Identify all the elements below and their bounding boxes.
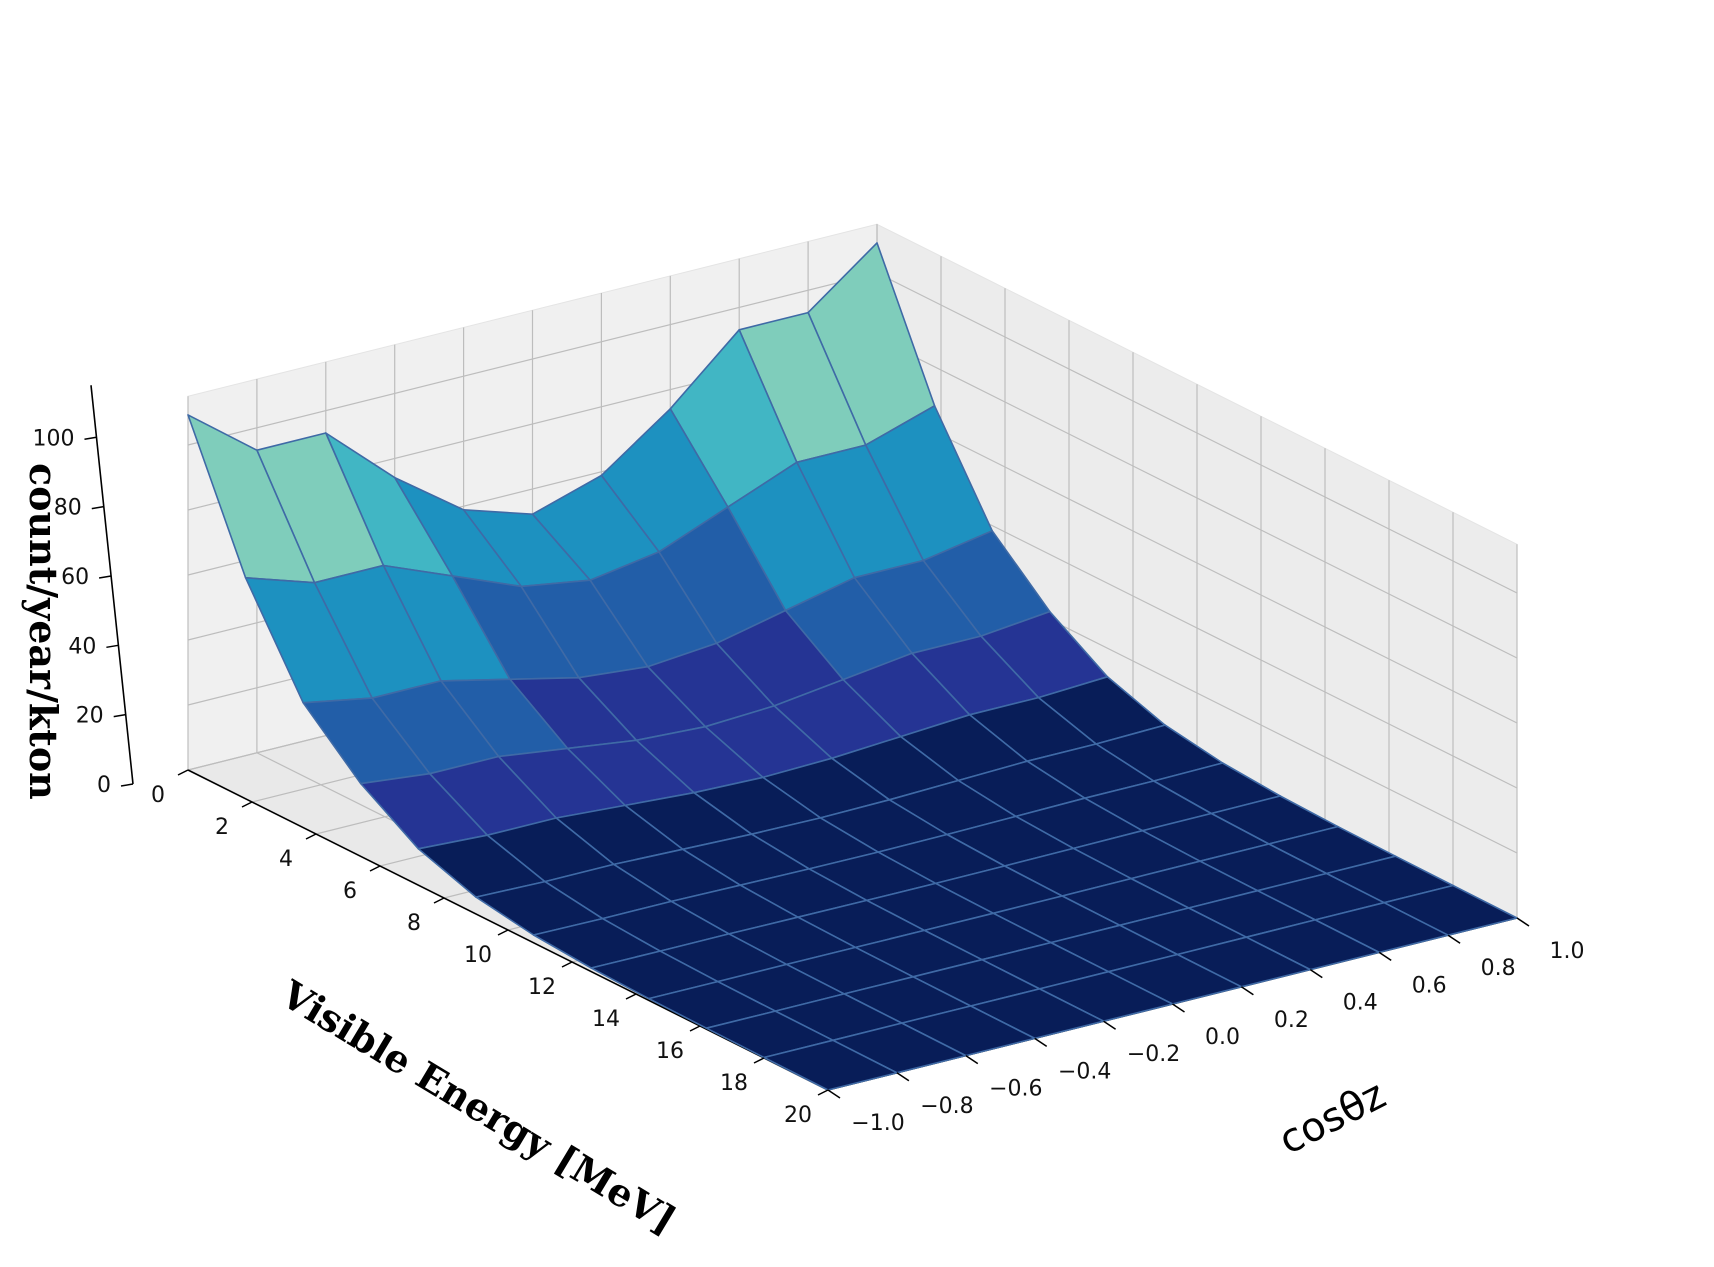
y-tick-label: 0.4: [1343, 991, 1378, 1016]
x-tick-label: 8: [407, 911, 421, 936]
y-tick-label: −0.6: [989, 1077, 1042, 1102]
y-tick: [827, 1089, 841, 1099]
x-axis-title: Visible Energy [MeV]: [273, 971, 684, 1243]
z-tick: [106, 644, 119, 649]
x-tick-label: 12: [528, 975, 556, 1000]
z-tick-label: 20: [76, 704, 104, 729]
x-tick-label: 14: [592, 1007, 620, 1032]
y-tick: [1240, 986, 1254, 996]
y-tick-label: −1.0: [851, 1111, 904, 1136]
z-tick-label: 0: [97, 773, 111, 798]
x-tick-label: 18: [720, 1071, 748, 1096]
y-axis-title: cosθz: [1272, 1072, 1393, 1164]
x-tick-label: 16: [656, 1039, 684, 1064]
z-tick-label: 40: [68, 634, 96, 659]
z-tick-label: 60: [61, 565, 89, 590]
y-tick: [965, 1054, 979, 1065]
x-tick: [753, 1057, 765, 1064]
x-tick-label: 6: [343, 879, 357, 904]
tick-labels: 024681012141618201.00.80.60.40.20.0−0.2−…: [32, 426, 1584, 1136]
x-tick: [305, 833, 317, 840]
y-tick-label: −0.2: [1127, 1042, 1180, 1067]
y-tick-label: −0.4: [1058, 1059, 1111, 1084]
y-tick-label: 0.2: [1274, 1008, 1309, 1033]
y-tick: [1172, 1003, 1185, 1013]
z-tick-label: 100: [32, 426, 74, 451]
z-tick: [84, 436, 97, 441]
x-tick-label: 4: [279, 847, 293, 872]
z-tick: [113, 713, 126, 718]
x-tick: [561, 961, 573, 968]
z-axis-line: [90, 385, 134, 785]
x-tick-label: 2: [215, 815, 229, 840]
y-tick: [1309, 968, 1323, 979]
z-tick: [98, 575, 112, 579]
x-tick: [433, 897, 445, 904]
x-tick-label: 20: [784, 1103, 812, 1128]
x-tick: [689, 1025, 701, 1032]
x-tick: [369, 865, 381, 872]
y-tick: [896, 1072, 910, 1082]
z-axis-title: count/year/kton: [21, 463, 66, 800]
y-tick: [1034, 1037, 1048, 1048]
y-tick-label: 0.8: [1481, 956, 1516, 981]
x-tick: [497, 929, 509, 936]
y-tick-label: 1.0: [1550, 939, 1585, 964]
y-tick-label: 0.0: [1205, 1025, 1240, 1050]
x-tick: [817, 1089, 829, 1096]
y-tick-label: −0.8: [920, 1094, 973, 1119]
x-tick: [177, 769, 189, 776]
y-tick: [1447, 934, 1461, 944]
y-tick: [1516, 917, 1530, 927]
y-tick: [1378, 951, 1392, 962]
x-tick: [625, 993, 637, 1000]
x-tick: [241, 801, 253, 808]
y-tick-label: 0.6: [1412, 973, 1447, 998]
surface-plot: [187, 242, 1518, 1091]
z-tick: [91, 505, 104, 510]
z-tick-label: 80: [54, 496, 82, 521]
x-tick-label: 0: [151, 783, 165, 808]
y-tick: [1103, 1020, 1117, 1030]
x-tick-label: 10: [464, 943, 492, 968]
z-tick: [120, 783, 134, 787]
